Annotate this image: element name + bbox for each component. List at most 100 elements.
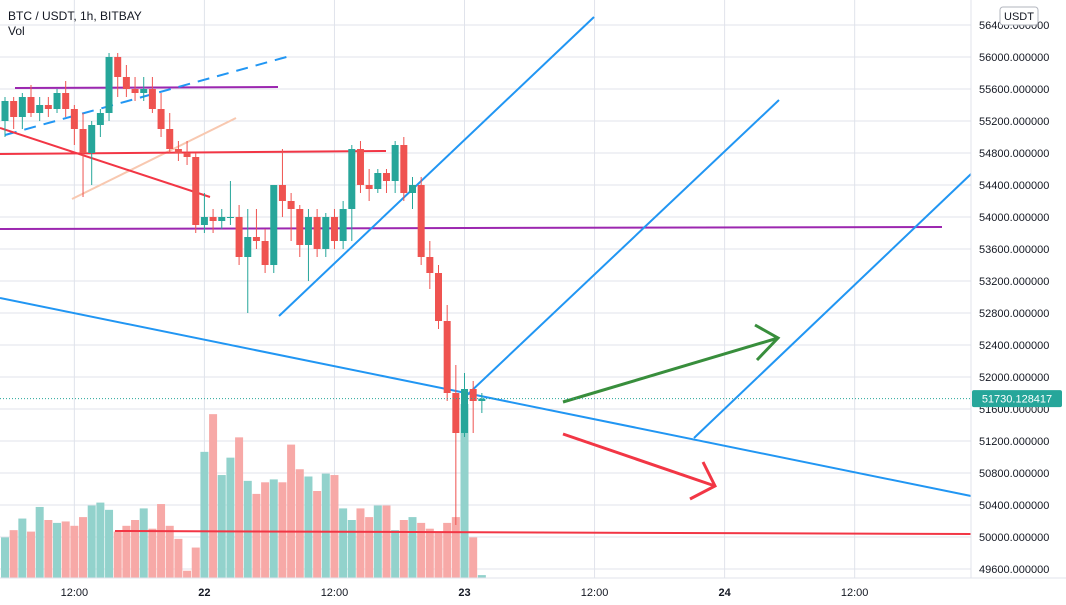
red-arrow-head — [689, 461, 718, 501]
price-tick-label: 55600.000000 — [979, 84, 1049, 96]
candle-body — [322, 217, 330, 249]
price-tick-label: 55200.000000 — [979, 116, 1049, 128]
volume-bar — [243, 480, 252, 578]
time-tick-label: 12:00 — [61, 587, 89, 599]
candle-body — [131, 89, 139, 93]
volume-bar — [347, 520, 356, 578]
candle-body — [62, 93, 70, 109]
volume-bar — [365, 517, 374, 578]
candle-body — [382, 173, 390, 181]
upper-magenta-line — [14, 86, 279, 89]
volume-label: Vol — [8, 24, 25, 38]
candle-body — [270, 185, 278, 265]
volume-bar — [261, 482, 270, 578]
candle-body — [192, 157, 200, 225]
candle-body — [183, 153, 191, 157]
price-tick-label: 54800.000000 — [979, 148, 1049, 160]
last-price-value: 51730.128417 — [982, 394, 1052, 406]
candle-body — [461, 389, 469, 433]
volume-bar — [226, 457, 235, 578]
price-tick-label: 50800.000000 — [979, 468, 1049, 480]
candle-body — [296, 209, 304, 245]
volume-bar — [356, 508, 365, 578]
volume-bar — [209, 414, 218, 578]
volume-bar — [417, 522, 426, 578]
volume-bar — [122, 525, 131, 578]
volume-bar — [96, 502, 105, 578]
candle-body — [114, 57, 122, 77]
price-tick-label: 56000.000000 — [979, 52, 1049, 64]
price-tick-label: 50000.000000 — [979, 532, 1049, 544]
arrow-annotations — [562, 323, 781, 501]
candle-body — [70, 109, 78, 129]
candle-body — [53, 93, 61, 109]
candle-body — [36, 105, 44, 113]
candle-body — [122, 77, 130, 89]
candle-body — [140, 89, 148, 93]
price-axis[interactable]: 56400.00000056000.00000055600.0000005520… — [979, 20, 1049, 576]
volume-bar — [399, 520, 408, 578]
volume-bar — [391, 530, 400, 578]
candle-body — [200, 217, 208, 225]
candle-body — [157, 109, 165, 129]
dashed-blue-trendline — [4, 55, 291, 136]
volume-bar — [27, 531, 36, 578]
time-tick-label: 22 — [198, 587, 210, 599]
volume-bar — [252, 493, 261, 578]
volume-bar — [408, 517, 417, 578]
volume-bar — [330, 475, 339, 578]
volume-bar — [165, 525, 174, 578]
time-tick-label: 23 — [458, 587, 470, 599]
green-arrow-head — [754, 323, 781, 362]
symbol-title: BTC / USDT, 1h, BITBAY — [8, 9, 142, 23]
candle-body — [148, 89, 156, 109]
last-price-tag: 51730.128417 — [972, 390, 1062, 408]
candle-body — [244, 237, 252, 257]
price-tick-label: 53600.000000 — [979, 244, 1049, 256]
volume-bar — [287, 444, 296, 578]
volume-bar — [443, 522, 452, 578]
price-tick-label: 52000.000000 — [979, 372, 1049, 384]
time-tick-label: 12:00 — [321, 587, 349, 599]
candle-body — [226, 217, 234, 218]
candle-body — [426, 257, 434, 273]
candle-body — [408, 185, 416, 193]
volume-bar — [469, 537, 478, 578]
volume-bar — [191, 547, 200, 578]
volume-bar — [321, 473, 330, 578]
volume-bar — [9, 530, 18, 578]
volume-bar — [278, 482, 287, 578]
candle-body — [452, 393, 460, 433]
volume-bar — [113, 531, 122, 578]
volume-bar — [460, 404, 469, 578]
candle-body — [174, 149, 182, 153]
candle-body — [417, 185, 425, 257]
candle-body — [96, 113, 104, 125]
candle-body — [166, 129, 174, 149]
volume-bar — [174, 538, 183, 578]
red-arrow-shaft — [562, 432, 716, 488]
volume-bar — [382, 505, 391, 578]
time-axis[interactable]: 12:00 22 12:00 23 12:00 24 12:00 — [61, 587, 869, 599]
peach-trendline — [71, 117, 237, 200]
candle-body — [18, 97, 26, 117]
candle-body — [27, 97, 35, 113]
volume-bar — [44, 520, 53, 578]
purple-horizontal-line — [0, 226, 943, 230]
volume-bar — [295, 469, 304, 578]
volume-bar — [425, 528, 434, 578]
price-tick-label: 50400.000000 — [979, 500, 1049, 512]
volume-bar — [139, 508, 148, 578]
volume-bar — [79, 517, 88, 578]
volume-bar — [313, 491, 322, 578]
candle-body — [391, 145, 399, 181]
candle-body — [1, 101, 9, 121]
currency-badge[interactable]: USDT — [999, 6, 1039, 26]
volume-bar — [304, 476, 313, 578]
candle-body — [313, 217, 321, 249]
red-descending-line — [0, 127, 211, 198]
time-tick-label: 24 — [718, 587, 731, 599]
volume-bar — [200, 451, 209, 578]
candle-body — [348, 149, 356, 209]
